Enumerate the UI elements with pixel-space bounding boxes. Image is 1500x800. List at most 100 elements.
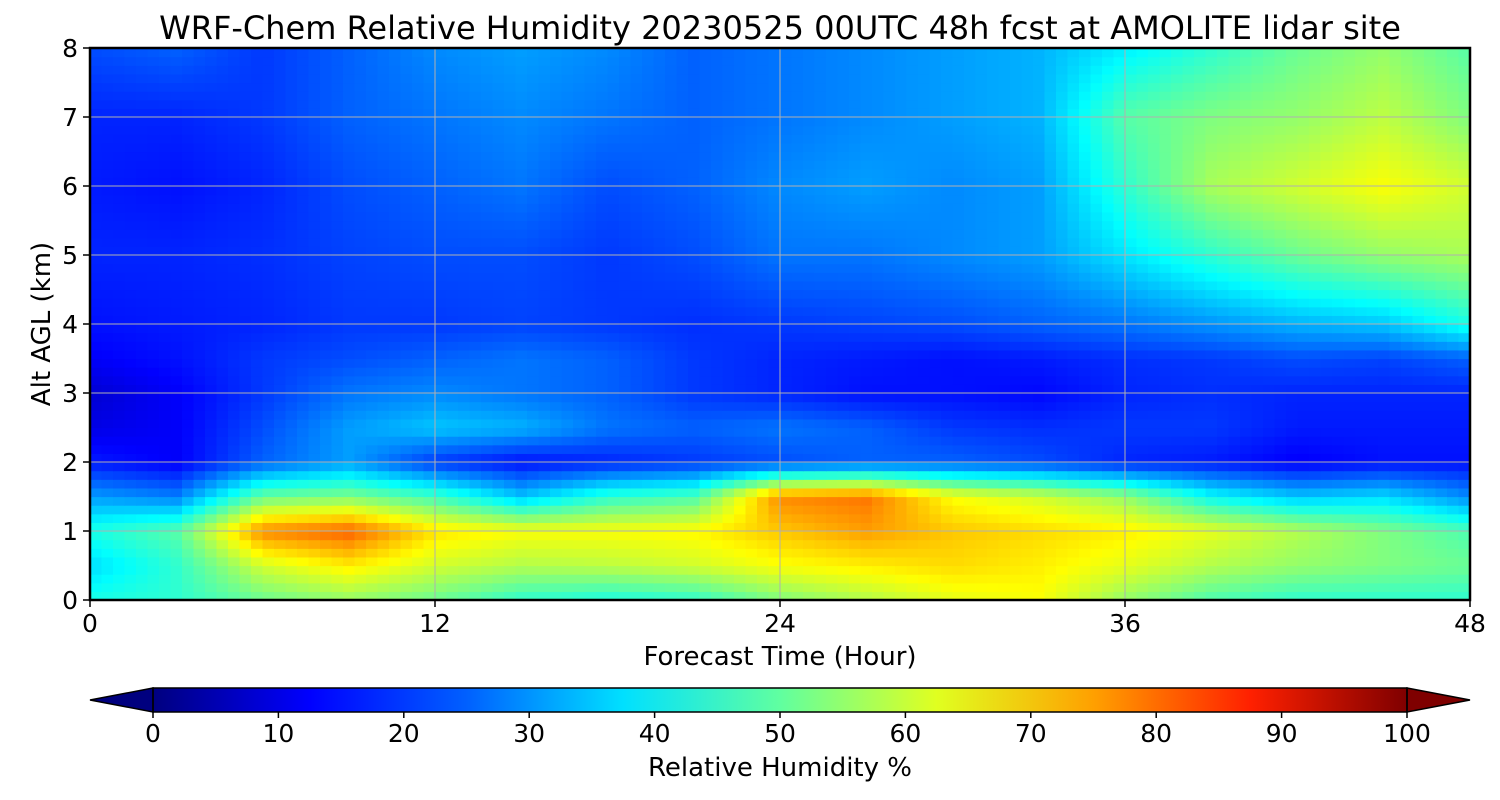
heatmap-cell	[124, 418, 137, 429]
heatmap-cell	[1010, 522, 1023, 532]
heatmap-cell	[320, 280, 333, 291]
heatmap-cell	[573, 393, 586, 403]
heatmap-cell	[757, 444, 770, 454]
heatmap-cell	[1194, 401, 1207, 411]
heatmap-cell	[274, 298, 287, 308]
heatmap-cell	[1389, 324, 1402, 334]
heatmap-cell	[1343, 539, 1356, 549]
heatmap-cell	[1355, 444, 1368, 454]
heatmap-cell	[1159, 298, 1172, 308]
heatmap-cell	[423, 565, 436, 575]
heatmap-cell	[734, 384, 747, 394]
heatmap-cell	[699, 306, 712, 316]
heatmap-cell	[906, 289, 919, 299]
heatmap-cell	[722, 522, 735, 532]
heatmap-cell	[699, 427, 712, 437]
heatmap-cell	[1148, 505, 1161, 515]
heatmap-cell	[780, 427, 793, 437]
heatmap-cell	[1033, 298, 1046, 308]
heatmap-cell	[584, 548, 597, 558]
heatmap-cell	[1435, 375, 1448, 385]
heatmap-cell	[630, 263, 643, 273]
heatmap-cell	[1366, 384, 1379, 394]
heatmap-cell	[515, 436, 528, 446]
heatmap-cell	[90, 591, 103, 600]
heatmap-cell	[757, 263, 770, 273]
heatmap-cell	[1044, 522, 1057, 532]
heatmap-cell	[745, 341, 758, 351]
heatmap-cell	[561, 531, 574, 541]
heatmap-cell	[1010, 358, 1023, 368]
heatmap-cell	[1447, 444, 1460, 454]
heatmap-cell	[285, 384, 298, 394]
heatmap-cell	[826, 418, 839, 429]
heatmap-cell	[964, 496, 977, 506]
heatmap-cell	[1435, 556, 1448, 567]
heatmap-cell	[607, 375, 620, 385]
heatmap-cell	[1435, 341, 1448, 351]
heatmap-cell	[860, 324, 873, 334]
heatmap-cell	[492, 367, 505, 377]
heatmap-cell	[642, 298, 655, 308]
heatmap-cell	[481, 401, 494, 411]
heatmap-cell	[814, 479, 827, 489]
heatmap-cell	[423, 341, 436, 351]
heatmap-cell	[331, 358, 344, 368]
heatmap-cell	[860, 332, 873, 342]
heatmap-cell	[1021, 315, 1034, 325]
heatmap-cell	[446, 393, 459, 403]
heatmap-cell	[1228, 556, 1241, 567]
heatmap-cell	[699, 462, 712, 472]
heatmap-cell	[331, 556, 344, 567]
heatmap-cell	[1274, 565, 1287, 575]
heatmap-cell	[1228, 505, 1241, 515]
heatmap-cell	[274, 505, 287, 515]
heatmap-cell	[469, 531, 482, 541]
heatmap-cell	[136, 289, 149, 299]
heatmap-cell	[1309, 410, 1322, 420]
heatmap-cell	[745, 436, 758, 446]
heatmap-cell	[1228, 246, 1241, 256]
heatmap-cell	[124, 401, 137, 411]
heatmap-cell	[1251, 289, 1264, 299]
heatmap-cell	[90, 574, 103, 584]
heatmap-cell	[285, 237, 298, 247]
heatmap-cell	[584, 556, 597, 567]
heatmap-cell	[147, 375, 160, 385]
heatmap-cell	[998, 591, 1011, 600]
heatmap-cell	[791, 462, 804, 472]
heatmap-cell	[1228, 418, 1241, 429]
heatmap-cell	[768, 367, 781, 377]
heatmap-cell	[1205, 280, 1218, 291]
heatmap-cell	[239, 384, 252, 394]
heatmap-cell	[377, 513, 390, 523]
heatmap-cell	[791, 479, 804, 489]
heatmap-cell	[734, 427, 747, 437]
heatmap-cell	[1309, 427, 1322, 437]
heatmap-cell	[1251, 470, 1264, 480]
heatmap-cell	[1389, 531, 1402, 541]
heatmap-cell	[205, 246, 218, 256]
heatmap-cell	[136, 358, 149, 368]
heatmap-cell	[596, 496, 609, 506]
heatmap-cell	[653, 505, 666, 515]
heatmap-cell	[722, 591, 735, 600]
heatmap-cell	[297, 324, 310, 334]
heatmap-cell	[435, 289, 448, 299]
heatmap-cell	[895, 401, 908, 411]
heatmap-cell	[159, 272, 172, 282]
heatmap-cell	[1205, 513, 1218, 523]
heatmap-cell	[1067, 453, 1080, 463]
heatmap-cell	[1286, 513, 1299, 523]
heatmap-cell	[665, 306, 678, 316]
heatmap-cell	[1320, 246, 1333, 256]
heatmap-cell	[1194, 513, 1207, 523]
heatmap-cell	[251, 298, 264, 308]
heatmap-cell	[1274, 393, 1287, 403]
heatmap-cell	[642, 436, 655, 446]
heatmap-cell	[308, 496, 321, 506]
heatmap-cell	[1113, 384, 1126, 394]
heatmap-cell	[1320, 453, 1333, 463]
heatmap-cell	[1378, 384, 1391, 394]
heatmap-cell	[1343, 522, 1356, 532]
